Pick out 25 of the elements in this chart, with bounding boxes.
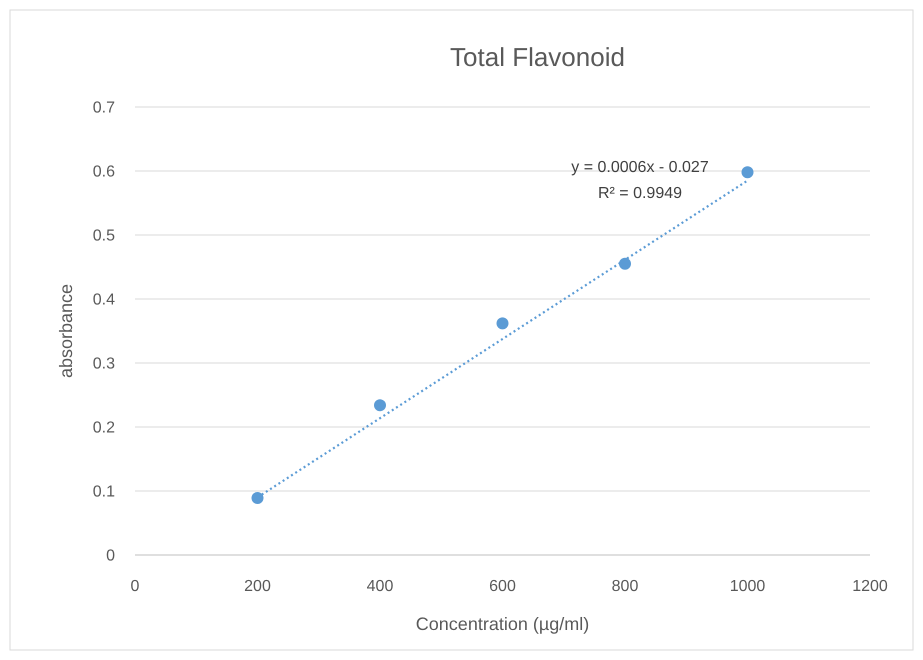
y-tick-label: 0.3 (92, 356, 116, 373)
x-tick-label: 200 (244, 578, 271, 595)
y-tick-label: 0.1 (92, 484, 116, 501)
point (374, 399, 386, 412)
chart-title: Total Flavonoid (450, 42, 625, 72)
y-tick-label: 0.2 (92, 420, 116, 437)
y-tick-label: 0.7 (92, 100, 116, 117)
y-axis-title: absorbance (56, 284, 76, 378)
x-tick-label: 600 (489, 578, 516, 595)
y-tick-label: 0 (106, 548, 116, 565)
point (496, 317, 508, 330)
y-tick-label: 0.6 (92, 164, 116, 181)
point (619, 258, 631, 270)
x-tick-label: 400 (366, 578, 394, 595)
x-tick-label: 1000 (730, 578, 766, 595)
point (252, 492, 264, 504)
x-tick-label: 0 (130, 578, 140, 595)
point (742, 166, 754, 178)
y-tick-label: 0.4 (92, 292, 116, 309)
annotation: R² = 0.9949 (598, 185, 682, 202)
x-tick-label: 1200 (852, 578, 888, 595)
annotation: y = 0.0006x - 0.027 (571, 159, 709, 176)
x-axis-title: Concentration (µg/ml) (416, 614, 590, 634)
y-tick-label: 0.5 (92, 228, 116, 245)
x-tick-label: 800 (612, 578, 638, 595)
